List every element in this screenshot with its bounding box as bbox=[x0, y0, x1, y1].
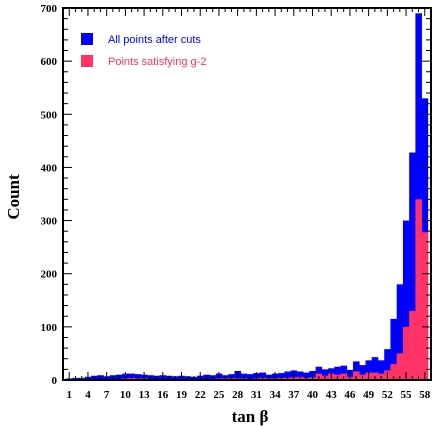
bar-g2-54 bbox=[396, 353, 404, 380]
bar-all-49 bbox=[365, 360, 373, 380]
y-tick-label: 600 bbox=[41, 56, 58, 68]
y-tick-labels: 0 100 200 300 400 500 600 700 bbox=[41, 3, 58, 387]
x-tick-label: 22 bbox=[195, 389, 207, 401]
x-tick-label: 31 bbox=[251, 389, 262, 401]
x-tick-label: 10 bbox=[120, 389, 132, 401]
bar-all-55 bbox=[402, 220, 410, 380]
bar-g2-55 bbox=[402, 326, 410, 380]
series-all-points-bars bbox=[66, 13, 429, 381]
bar-all-51 bbox=[377, 360, 385, 380]
x-tick-label: 52 bbox=[382, 389, 394, 401]
bar-g2-57 bbox=[415, 199, 422, 380]
legend-label-g2-points: Points satisfying g-2 bbox=[108, 56, 206, 68]
bar-all-42 bbox=[321, 369, 329, 380]
bar-all-50 bbox=[371, 357, 379, 380]
bar-all-41 bbox=[315, 366, 323, 380]
bar-g2-47 bbox=[353, 371, 360, 380]
x-tick-label: 7 bbox=[104, 389, 110, 401]
x-tick-label: 1 bbox=[66, 389, 72, 401]
x-tick-label: 13 bbox=[139, 389, 151, 401]
bar-all-57 bbox=[415, 13, 422, 381]
y-tick-label: 200 bbox=[41, 269, 58, 281]
legend-swatch-g2-points bbox=[81, 55, 93, 67]
legend-swatch-all-points bbox=[81, 33, 93, 45]
x-tick-label: 16 bbox=[157, 389, 169, 401]
bar-g2-53 bbox=[390, 364, 397, 380]
x-tick-label: 37 bbox=[288, 389, 300, 401]
bar-g2-58 bbox=[421, 232, 429, 380]
bar-g2-56 bbox=[409, 310, 416, 380]
bar-all-54 bbox=[396, 284, 404, 380]
x-tick-label: 55 bbox=[401, 389, 413, 401]
y-tick-label: 300 bbox=[41, 216, 58, 228]
x-tick-label: 40 bbox=[307, 389, 319, 401]
legend: All points after cuts Points satisfying … bbox=[81, 33, 206, 68]
y-tick-label: 400 bbox=[41, 162, 58, 174]
bar-all-44 bbox=[334, 366, 341, 380]
bar-all-53 bbox=[390, 318, 397, 380]
x-axis-label: tan β bbox=[232, 407, 269, 426]
x-tick-label: 25 bbox=[213, 389, 225, 401]
legend-label-all-points: All points after cuts bbox=[108, 34, 201, 46]
bar-all-56 bbox=[409, 152, 416, 380]
bar-all-52 bbox=[384, 349, 391, 380]
y-tick-label: 700 bbox=[41, 3, 58, 15]
y-tick-label: 0 bbox=[52, 375, 58, 387]
bar-all-38 bbox=[296, 371, 304, 380]
x-tick-label: 43 bbox=[326, 389, 338, 401]
y-tick-label: 500 bbox=[41, 109, 58, 121]
bar-all-47 bbox=[353, 361, 360, 380]
y-tick-label: 100 bbox=[41, 322, 58, 334]
y-axis-label: Count bbox=[4, 174, 23, 220]
x-tick-label: 58 bbox=[419, 389, 431, 401]
series-g2-points-bars bbox=[109, 199, 429, 380]
x-tick-label: 4 bbox=[85, 389, 91, 401]
x-tick-label: 19 bbox=[176, 389, 188, 401]
x-tick-labels: 1 4 7 10 13 16 19 22 25 28 31 34 37 40 43 46 49 52 55 58 bbox=[66, 389, 430, 401]
bar-all-36 bbox=[284, 371, 291, 380]
x-tick-label: 34 bbox=[270, 389, 282, 401]
plot-frame bbox=[62, 7, 432, 381]
x-tick-label: 46 bbox=[344, 389, 356, 401]
x-tick-label: 28 bbox=[232, 389, 244, 401]
bar-all-48 bbox=[359, 365, 366, 380]
x-tick-label: 49 bbox=[363, 389, 375, 401]
bar-all-45 bbox=[340, 365, 348, 380]
